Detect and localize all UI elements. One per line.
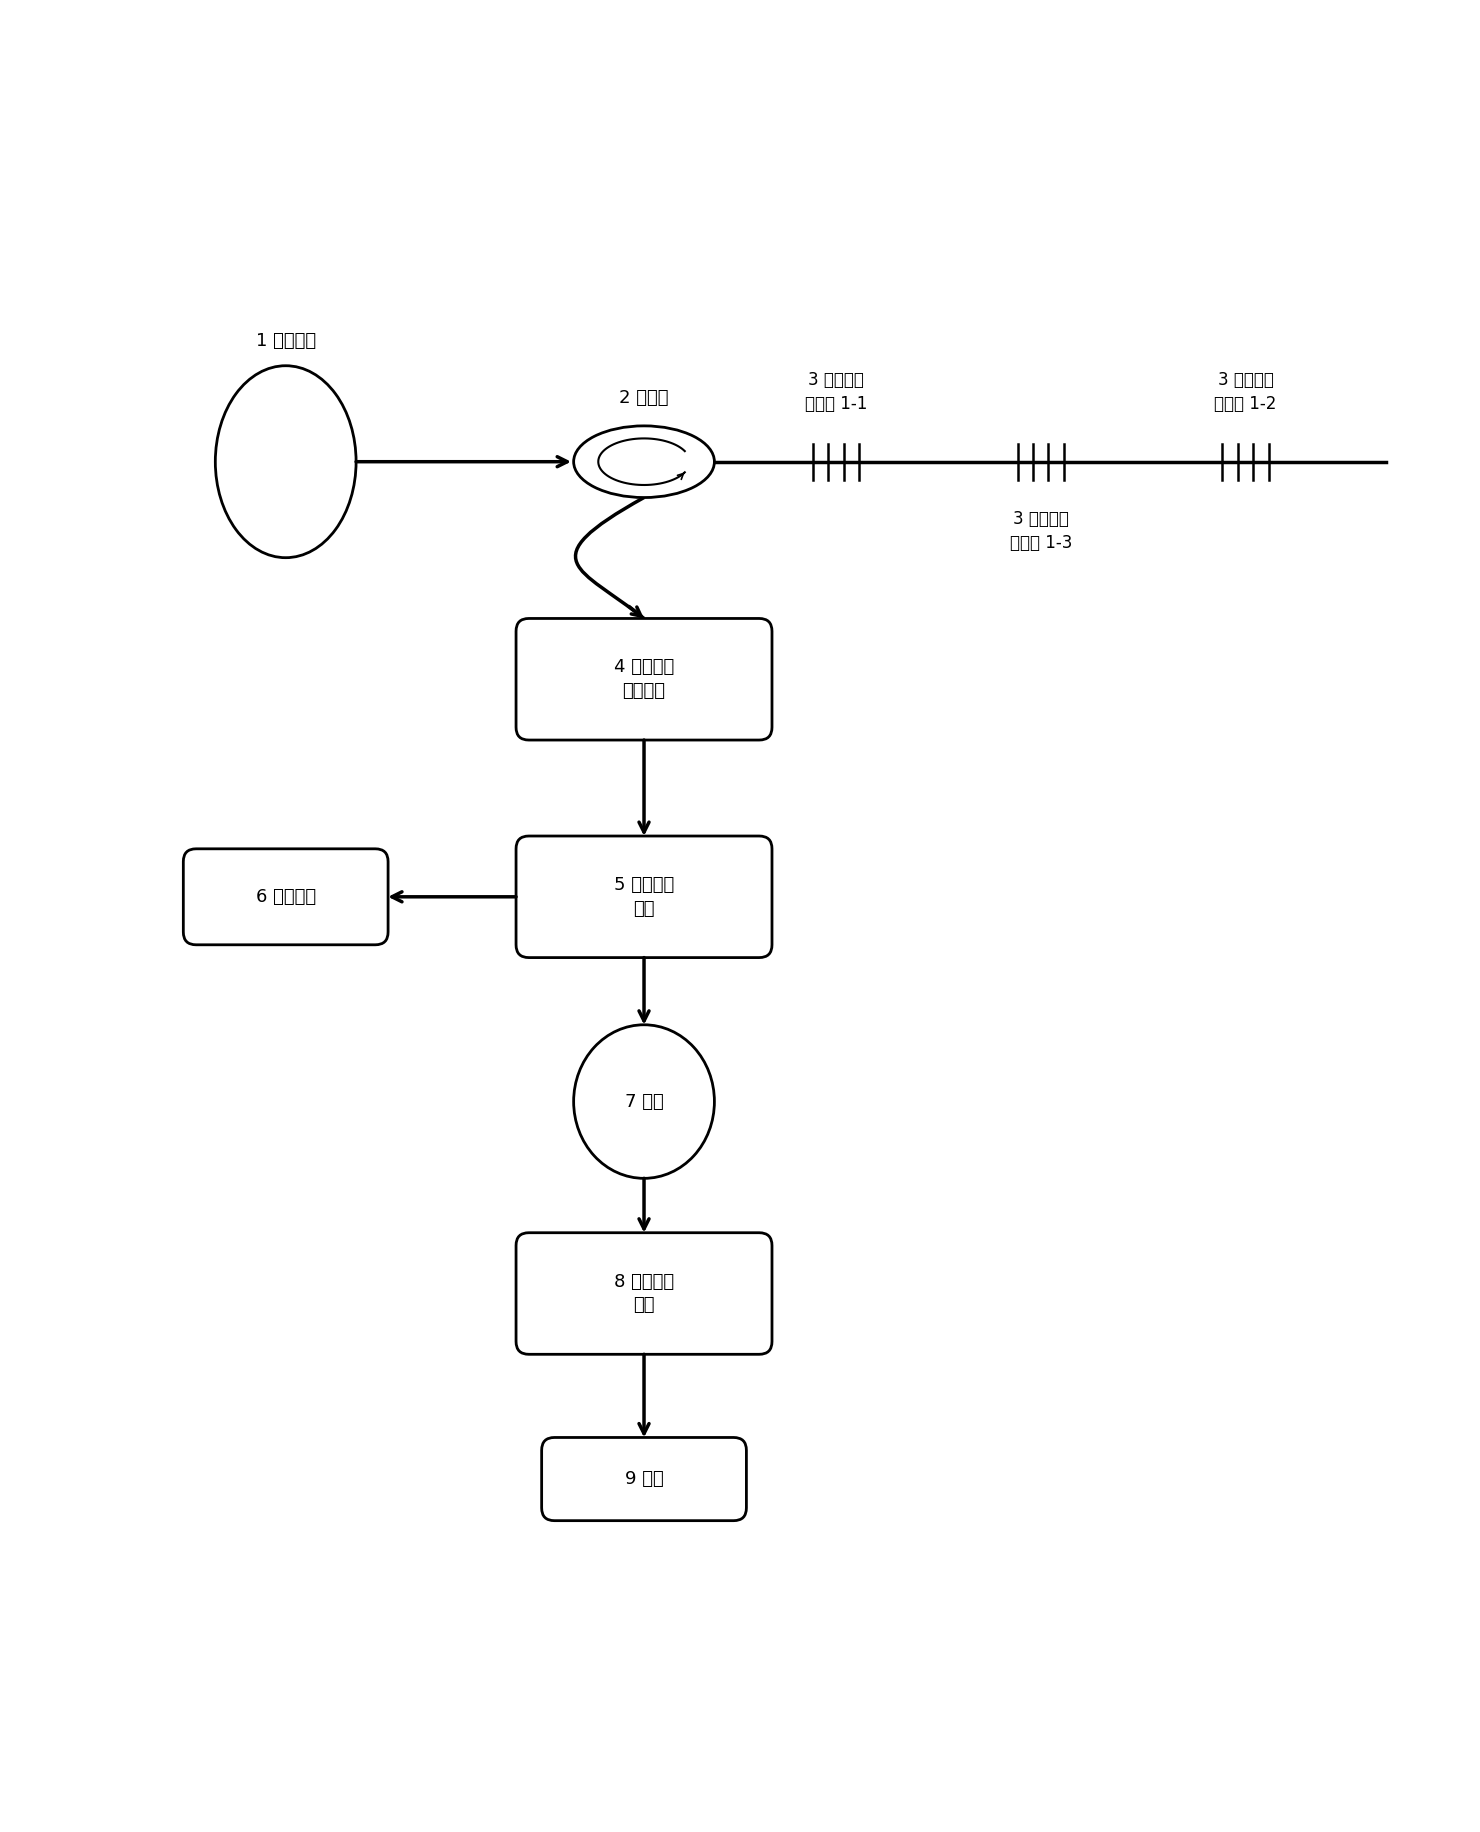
Text: 1 宽带光源: 1 宽带光源 xyxy=(256,332,315,350)
Text: 9 显示: 9 显示 xyxy=(625,1469,663,1488)
FancyBboxPatch shape xyxy=(184,848,388,945)
Text: 2 环形器: 2 环形器 xyxy=(619,388,669,407)
Text: 3 光纤应变
传感器 1-3: 3 光纤应变 传感器 1-3 xyxy=(1009,511,1072,551)
Text: 8 地面接收
模块: 8 地面接收 模块 xyxy=(614,1273,673,1314)
FancyBboxPatch shape xyxy=(517,619,773,740)
FancyBboxPatch shape xyxy=(517,1233,773,1354)
Text: 5 信号处理
模块: 5 信号处理 模块 xyxy=(614,876,675,918)
Text: 6 报警输出: 6 报警输出 xyxy=(256,889,315,905)
Ellipse shape xyxy=(574,425,715,498)
Ellipse shape xyxy=(574,1024,715,1178)
Text: 3 光纤应变
传感器 1-1: 3 光纤应变 传感器 1-1 xyxy=(805,372,867,412)
Ellipse shape xyxy=(215,366,357,557)
Text: 7 滑环: 7 滑环 xyxy=(625,1092,663,1110)
Text: 4 光纤光前
解调模块: 4 光纤光前 解调模块 xyxy=(614,658,675,700)
FancyBboxPatch shape xyxy=(517,835,773,958)
Text: 3 光纤应变
传感器 1-2: 3 光纤应变 传感器 1-2 xyxy=(1214,372,1277,412)
FancyBboxPatch shape xyxy=(542,1438,746,1521)
